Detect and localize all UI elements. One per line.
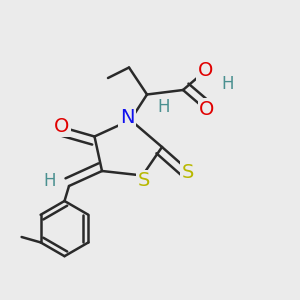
Text: O: O — [54, 116, 69, 136]
Text: S: S — [181, 163, 194, 182]
Text: H: H — [222, 75, 234, 93]
Text: N: N — [120, 108, 134, 127]
Text: O: O — [199, 100, 215, 119]
Text: S: S — [138, 171, 150, 190]
Text: O: O — [198, 61, 213, 80]
Text: H: H — [43, 172, 56, 190]
Text: H: H — [157, 98, 170, 116]
